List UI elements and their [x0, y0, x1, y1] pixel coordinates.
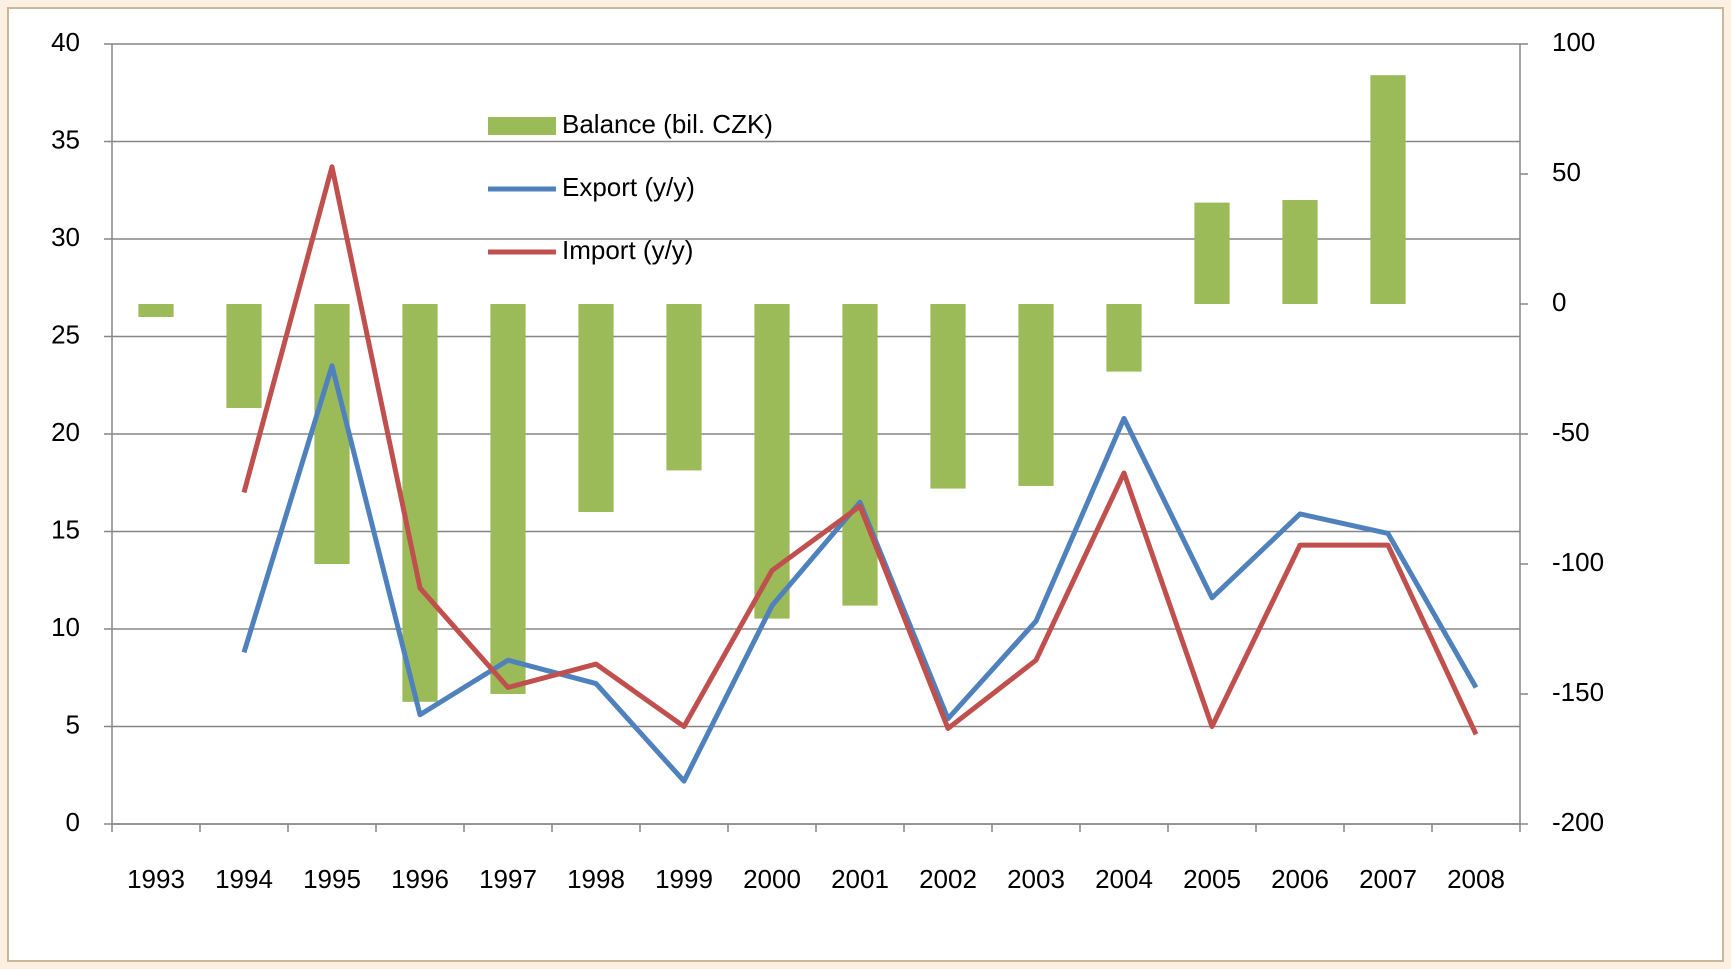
x-tick-label: 2002: [919, 864, 977, 894]
bar: [842, 304, 878, 606]
y-tick-label: 0: [66, 807, 80, 837]
y-tick-label: 40: [51, 27, 80, 57]
y2-tick-label: 0: [1552, 287, 1566, 317]
x-tick-label: 2007: [1359, 864, 1417, 894]
bar: [490, 304, 526, 694]
bar: [1370, 75, 1406, 304]
x-tick-label: 2005: [1183, 864, 1241, 894]
x-tick-label: 1995: [303, 864, 361, 894]
legend-label: Import (y/y): [562, 235, 693, 265]
y2-tick-label: -200: [1552, 807, 1604, 837]
y2-tick-label: -50: [1552, 417, 1590, 447]
y-tick-label: 15: [51, 514, 80, 544]
bar: [578, 304, 614, 512]
legend-label: Balance (bil. CZK): [562, 109, 773, 139]
y-tick-label: 30: [51, 222, 80, 252]
x-tick-label: 2003: [1007, 864, 1065, 894]
bar: [666, 304, 702, 471]
bar: [138, 304, 174, 317]
bar: [314, 304, 350, 564]
y-tick-label: 20: [51, 417, 80, 447]
y2-tick-label: 50: [1552, 157, 1581, 187]
y2-tick-label: 100: [1552, 27, 1595, 57]
x-tick-label: 1997: [479, 864, 537, 894]
x-tick-label: 2004: [1095, 864, 1153, 894]
y-tick-label: 10: [51, 612, 80, 642]
x-tick-label: 1996: [391, 864, 449, 894]
x-tick-label: 2001: [831, 864, 889, 894]
bar: [1194, 202, 1230, 304]
x-tick-label: 1999: [655, 864, 713, 894]
x-tick-label: 2000: [743, 864, 801, 894]
x-tick-label: 1998: [567, 864, 625, 894]
bar: [930, 304, 966, 489]
x-tick-label: 1993: [127, 864, 185, 894]
bar: [1106, 304, 1142, 372]
bar: [226, 304, 262, 408]
bar: [1282, 200, 1318, 304]
bar: [1018, 304, 1054, 486]
y2-tick-label: -150: [1552, 677, 1604, 707]
y2-tick-label: -100: [1552, 547, 1604, 577]
y-tick-label: 5: [66, 709, 80, 739]
line-series: [241, 164, 1479, 736]
legend-swatch: [488, 117, 556, 135]
x-tick-label: 1994: [215, 864, 273, 894]
y-tick-label: 25: [51, 319, 80, 349]
x-tick-label: 2008: [1447, 864, 1505, 894]
legend-label: Export (y/y): [562, 172, 695, 202]
bar: [754, 304, 790, 619]
bar: [402, 304, 438, 702]
line-series: [241, 363, 1479, 784]
y-tick-label: 35: [51, 124, 80, 154]
x-tick-label: 2006: [1271, 864, 1329, 894]
